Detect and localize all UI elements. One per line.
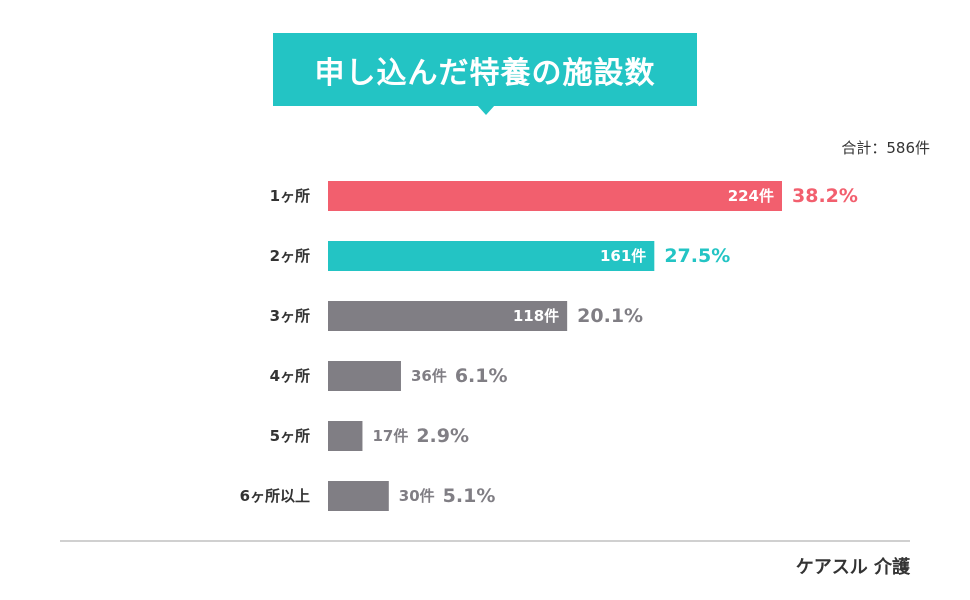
title-pointer bbox=[477, 105, 495, 115]
count-label: 36件 bbox=[411, 367, 447, 385]
category-label: 6ヶ所以上 bbox=[240, 487, 310, 505]
percent-label: 5.1% bbox=[443, 485, 496, 507]
percent-label: 38.2% bbox=[792, 185, 858, 207]
category-label: 4ヶ所 bbox=[270, 367, 310, 385]
count-label: 30件 bbox=[399, 487, 435, 505]
category-label: 1ヶ所 bbox=[270, 187, 310, 205]
footer-divider bbox=[60, 540, 910, 542]
percent-label: 6.1% bbox=[455, 365, 508, 387]
count-label: 17件 bbox=[372, 427, 408, 445]
bar bbox=[328, 301, 568, 331]
count-label: 224件 bbox=[728, 187, 774, 205]
percent-label: 27.5% bbox=[664, 245, 730, 267]
category-label: 3ヶ所 bbox=[270, 307, 310, 325]
category-label: 2ヶ所 bbox=[270, 247, 310, 265]
count-label: 161件 bbox=[600, 247, 646, 265]
percent-label: 2.9% bbox=[416, 425, 469, 447]
percent-label: 20.1% bbox=[577, 305, 643, 327]
total-count: 合計：586件 bbox=[841, 139, 930, 157]
bar bbox=[328, 361, 401, 391]
bar bbox=[328, 241, 655, 271]
bar bbox=[328, 421, 363, 451]
category-label: 5ヶ所 bbox=[270, 427, 310, 445]
bar bbox=[328, 481, 389, 511]
count-label: 118件 bbox=[513, 307, 559, 325]
chart-title: 申し込んだ特養の施設数 bbox=[273, 33, 697, 106]
bar bbox=[328, 181, 782, 211]
brand-logo-text: ケアスル 介護 bbox=[795, 557, 910, 578]
